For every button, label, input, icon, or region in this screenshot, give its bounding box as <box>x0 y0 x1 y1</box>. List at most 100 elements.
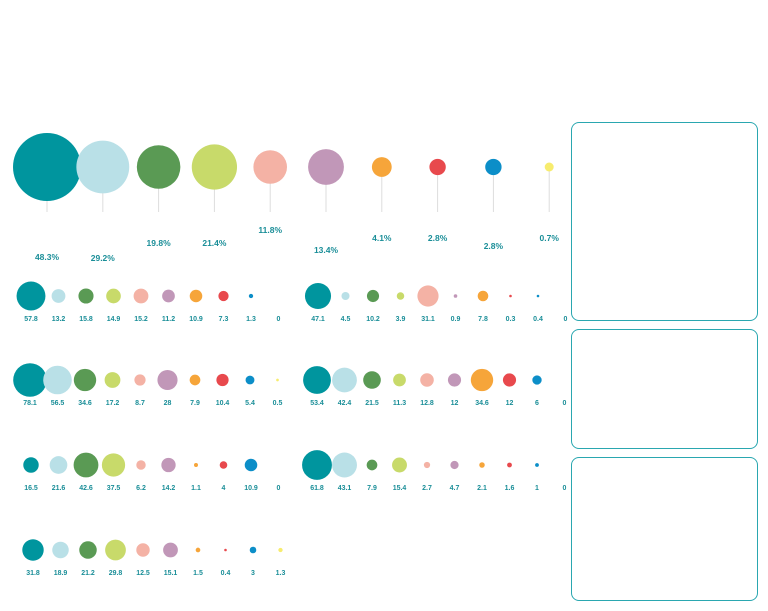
group-6-value-label-8: 1 <box>535 485 539 492</box>
group-6-value-label-3: 15.4 <box>393 485 407 492</box>
group-7-bubble-4 <box>136 543 150 557</box>
group-6-bubble-8 <box>535 463 539 467</box>
group-6-bubble-0 <box>302 450 332 480</box>
group-4-value-label-1: 42.4 <box>338 400 352 407</box>
group-4-value-label-0: 53.4 <box>310 400 324 407</box>
group-5-bubble-1 <box>49 456 68 474</box>
group-5-bubble-0 <box>23 457 39 473</box>
summary-bubble-5 <box>308 149 344 185</box>
group-3-value-label-3: 17.2 <box>106 400 120 407</box>
group-5-value-label-6: 1.1 <box>191 485 201 492</box>
group-3-value-label-2: 34.6 <box>78 400 92 407</box>
group-6-value-label-7: 1.6 <box>505 485 515 492</box>
group-3-value-label-8: 5.4 <box>245 400 255 407</box>
group-7-bubble-9 <box>278 547 283 553</box>
group-3-bubble-4 <box>134 374 146 386</box>
summary-bubble-0 <box>13 133 81 201</box>
group-1-value-label-3: 14.9 <box>107 316 121 323</box>
group-6-value-label-9: 0 <box>563 485 567 492</box>
group-4-bubble-5 <box>447 373 462 387</box>
group-2-bubble-2 <box>366 289 380 303</box>
group-7-bubble-3 <box>105 539 126 561</box>
summary-bubble-3 <box>191 144 238 190</box>
group-6-value-label-4: 2.7 <box>422 485 432 492</box>
summary-label-3: 21.4% <box>202 238 227 248</box>
group-1-value-label-6: 10.9 <box>189 316 203 323</box>
group-3-value-label-6: 7.9 <box>190 400 200 407</box>
group-2-bubble-0 <box>304 282 332 310</box>
group-4-value-label-6: 34.6 <box>475 400 489 407</box>
group-5-value-label-3: 37.5 <box>107 485 121 492</box>
group-6-bubble-7 <box>507 462 512 468</box>
group-1-bubble-4 <box>133 288 149 304</box>
side-panel-top <box>571 122 758 321</box>
group-1-bubble-3 <box>106 288 121 304</box>
group-1-bubble-5 <box>162 289 175 303</box>
group-3-value-label-5: 28 <box>164 400 172 407</box>
group-7-value-label-2: 21.2 <box>81 570 95 577</box>
summary-label-6: 4.1% <box>372 233 392 243</box>
group-5-value-label-8: 10.9 <box>244 485 258 492</box>
group-7-value-label-4: 12.5 <box>136 570 150 577</box>
group-4-bubble-3 <box>393 373 406 387</box>
group-5-bubble-8 <box>244 458 258 472</box>
group-3-bubble-3 <box>104 372 121 388</box>
group-2-bubble-4 <box>417 285 439 307</box>
group-3-value-label-1: 56.5 <box>51 400 65 407</box>
group-1-bubble-2 <box>78 288 94 304</box>
group-4-value-label-4: 12.8 <box>420 400 434 407</box>
summary-bubble-7 <box>429 158 446 176</box>
group-4-bubble-4 <box>420 373 434 387</box>
group-3-value-label-0: 78.1 <box>23 400 37 407</box>
summary-bubble-6 <box>371 157 392 177</box>
group-4-bubble-1 <box>332 367 357 393</box>
summary-bubble-8 <box>485 158 502 176</box>
summary-bubble-4 <box>253 150 288 184</box>
group-1-bubble-8 <box>248 293 254 299</box>
group-7-value-label-7: 0.4 <box>221 570 231 577</box>
group-4-value-label-5: 12 <box>451 400 459 407</box>
group-5-bubble-3 <box>101 453 126 477</box>
group-2-bubble-6 <box>477 290 489 302</box>
group-4-bubble-8 <box>532 375 542 385</box>
group-2-bubble-5 <box>453 294 458 298</box>
group-6-bubble-2 <box>366 459 378 471</box>
group-2-value-label-4: 31.1 <box>421 316 435 323</box>
summary-label-2: 19.8% <box>147 238 172 248</box>
group-4-value-label-2: 21.5 <box>365 400 379 407</box>
summary-label-7: 2.8% <box>428 233 448 243</box>
group-2-value-label-5: 0.9 <box>451 316 461 323</box>
group-4-value-label-3: 11.3 <box>393 400 406 407</box>
group-1-value-label-9: 0 <box>277 316 281 323</box>
group-5-value-label-5: 14.2 <box>162 485 176 492</box>
group-7-bubble-1 <box>52 541 69 559</box>
group-5-bubble-6 <box>194 463 198 467</box>
group-7-bubble-5 <box>163 542 178 558</box>
group-2-value-label-2: 10.2 <box>366 316 380 323</box>
group-2-value-label-7: 0.3 <box>506 316 516 323</box>
group-1-value-label-4: 15.2 <box>134 316 148 323</box>
group-5-value-label-9: 0 <box>277 485 281 492</box>
side-panel-middle <box>571 329 758 449</box>
group-5-bubble-7 <box>219 461 228 469</box>
group-2-bubble-1 <box>341 291 350 301</box>
group-2-bubble-7 <box>509 294 512 298</box>
summary-bubble-1 <box>76 140 130 194</box>
group-5-value-label-4: 6.2 <box>136 485 146 492</box>
group-6-bubble-6 <box>479 462 485 468</box>
summary-label-4: 11.8% <box>258 225 282 235</box>
summary-bubble-2 <box>136 145 181 189</box>
group-6-bubble-3 <box>392 457 407 473</box>
group-3-bubble-2 <box>73 368 97 392</box>
group-5-value-label-7: 4 <box>222 485 226 492</box>
group-1-value-label-7: 7.3 <box>219 316 229 323</box>
group-3-bubble-9 <box>276 378 279 382</box>
group-6-bubble-5 <box>450 460 459 470</box>
group-2-value-label-9: 0 <box>564 316 568 323</box>
group-3-value-label-9: 0.5 <box>273 400 283 407</box>
group-1-bubble-7 <box>218 290 229 302</box>
group-4-bubble-6 <box>470 368 494 392</box>
group-7-value-label-8: 3 <box>251 570 255 577</box>
summary-label-1: 29.2% <box>91 253 116 263</box>
